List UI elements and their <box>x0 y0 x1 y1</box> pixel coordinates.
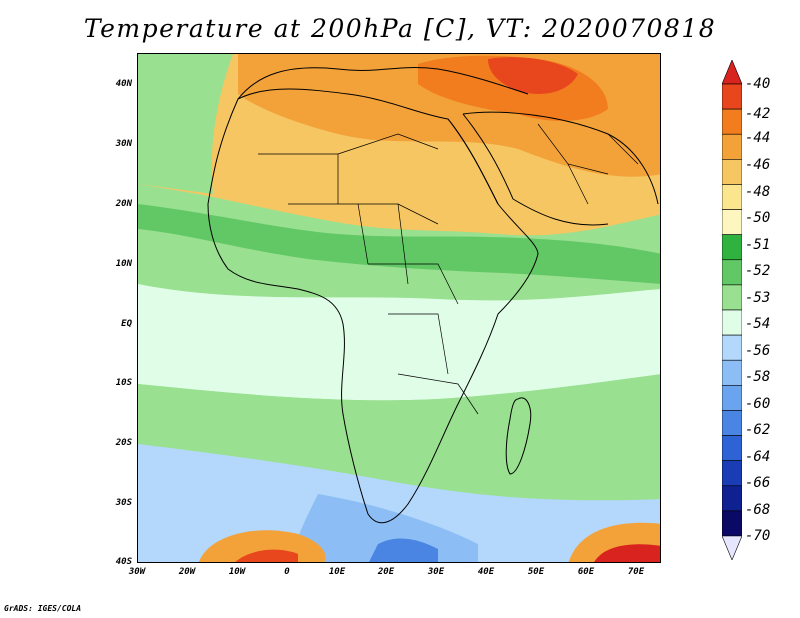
colorbar-label: -40 <box>745 76 771 92</box>
lon-label: 40E <box>477 567 495 577</box>
colorbar-label: -54 <box>745 316 771 332</box>
lon-label: 50E <box>527 567 545 577</box>
colorbar-label: -48 <box>745 184 771 200</box>
cool-region-north-atlantic <box>138 54 233 194</box>
colorbar-swatch <box>722 259 742 286</box>
temperature-map <box>137 53 661 563</box>
colorbar-label: -62 <box>745 422 771 438</box>
country-borders <box>258 133 479 415</box>
credit-text: GrADS: IGES/COLA <box>4 604 82 613</box>
lon-label: 10W <box>228 567 246 577</box>
southern-green-band <box>138 374 660 496</box>
lon-label: 30W <box>128 567 146 577</box>
colorbar-label: -68 <box>745 502 771 518</box>
lon-label: 30E <box>427 567 445 577</box>
south-coldest-patch <box>369 538 438 562</box>
colorbar-swatch <box>722 385 742 411</box>
colorbar-swatch <box>722 435 742 461</box>
lat-label: 30S <box>115 498 132 508</box>
europe-coastline <box>237 67 529 100</box>
lat-label: 40N <box>115 79 132 89</box>
colorbar-label: -70 <box>745 528 771 544</box>
colorbar-swatch-top <box>722 60 742 85</box>
red-sea-coast <box>447 113 514 205</box>
coastlines <box>207 67 659 524</box>
colorbar-label: -58 <box>745 369 771 385</box>
equatorial-pale-band <box>138 284 660 401</box>
madagascar-coastline <box>505 397 532 475</box>
lat-label: 30N <box>115 139 132 149</box>
arabia-coastline <box>462 111 659 226</box>
lat-label: 40S <box>115 557 132 567</box>
colorbar-swatch <box>722 510 742 537</box>
lon-label: 10E <box>328 567 346 577</box>
colorbar-swatch <box>722 284 742 311</box>
colorbar-label: -52 <box>745 263 771 279</box>
colorbar-label: -51 <box>745 237 771 253</box>
colorbar-label: -53 <box>745 290 771 306</box>
warm-patch-southeast-core <box>594 544 660 562</box>
colorbar-label: -42 <box>745 106 771 122</box>
lat-label: 10N <box>115 259 132 269</box>
colorbar-swatch <box>722 159 742 185</box>
south-colder-band <box>288 494 478 562</box>
colorbar-swatch <box>722 309 742 336</box>
lon-label: 20W <box>178 567 196 577</box>
colorbar-swatch <box>722 209 742 235</box>
colorbar-label: -56 <box>745 343 771 359</box>
colorbar-label: -60 <box>745 396 771 412</box>
colorbar-label: -46 <box>745 157 771 173</box>
colorbar-swatch <box>722 485 742 512</box>
lat-label: 10S <box>115 378 132 388</box>
colorbar-swatch <box>722 108 742 135</box>
lat-label: 20N <box>115 199 132 209</box>
hot-spot-core <box>488 57 578 94</box>
colorbar-swatch <box>722 83 742 110</box>
colorbar-label: -50 <box>745 210 771 226</box>
lon-label: 70E <box>627 567 645 577</box>
warm-patch-southwest-core <box>235 549 298 562</box>
colorbar-swatch <box>722 184 742 210</box>
colorbar <box>722 60 742 560</box>
colorbar-swatch <box>722 359 742 386</box>
arabia-borders <box>537 123 639 205</box>
lat-label: 20S <box>115 438 132 448</box>
lon-label: 60E <box>577 567 595 577</box>
colorbar-swatch <box>722 234 742 261</box>
map-title: Temperature at 200hPa [C], VT: 202007081… <box>83 14 717 43</box>
colorbar-label: -66 <box>745 475 771 491</box>
colorbar-swatch <box>722 460 742 487</box>
lon-label: 20E <box>377 567 395 577</box>
colorbar-label: -64 <box>745 449 771 465</box>
colorbar-swatch <box>722 410 742 436</box>
lon-label: 0 <box>284 567 290 577</box>
colorbar-swatch <box>722 133 742 160</box>
map-canvas <box>138 54 660 562</box>
colorbar-swatch-bottom <box>722 535 742 560</box>
colorbar-label: -44 <box>745 130 771 146</box>
deep-green-strip <box>138 204 660 284</box>
lat-label: EQ <box>121 319 132 329</box>
colorbar-swatch <box>722 334 742 361</box>
